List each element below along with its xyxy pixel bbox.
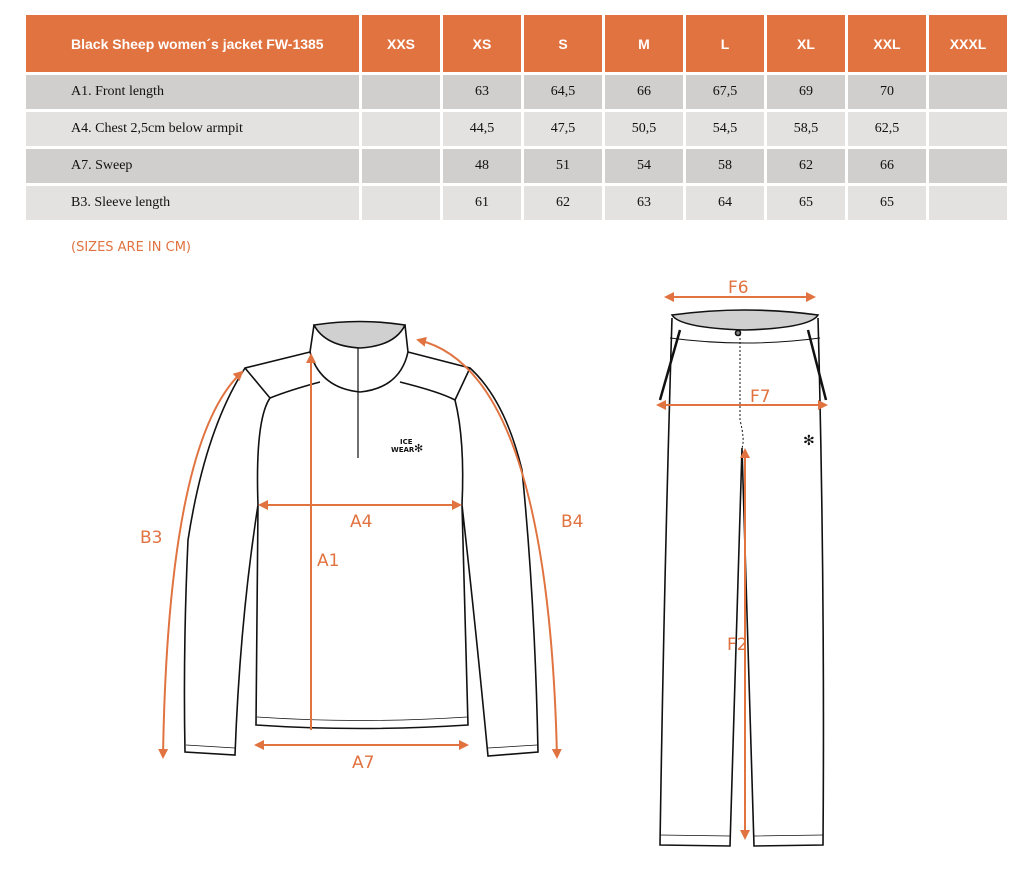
size-value [362,112,440,146]
size-header: M [605,15,683,72]
measurement-labels: A4 A1 A7 B3 B4 F6 F7 F2 [140,278,771,773]
size-value: 62,5 [848,112,926,146]
size-header: XS [443,15,521,72]
size-header: L [686,15,764,72]
measurement-label: A7. Sweep [26,149,359,183]
size-value: 62 [524,186,602,220]
size-chart-table: Black Sheep women´s jacket FW-1385 XXS X… [23,12,1010,223]
size-value [929,186,1007,220]
size-value: 54,5 [686,112,764,146]
table-row: A4. Chest 2,5cm below armpit 44,5 47,5 50,5… [26,112,1007,146]
size-value: 54 [605,149,683,183]
pants-drawing [658,309,828,847]
size-value: 69 [767,75,845,109]
svg-text:ICE: ICE [400,438,413,446]
size-value [929,112,1007,146]
label-a1: A1 [317,551,339,571]
size-value [362,75,440,109]
size-value: 47,5 [524,112,602,146]
label-a4: A4 [350,512,372,532]
table-row: A7. Sweep 48 51 54 58 62 66 [26,149,1007,183]
size-value: 58,5 [767,112,845,146]
header-row: Black Sheep women´s jacket FW-1385 XXS X… [26,15,1007,72]
size-value: 63 [605,186,683,220]
size-value: 61 [443,186,521,220]
size-value: 64 [686,186,764,220]
snowflake-icon: ✻ [803,434,815,449]
size-value: 70 [848,75,926,109]
size-value: 64,5 [524,75,602,109]
label-b4: B4 [561,512,583,532]
size-header: XXS [362,15,440,72]
table-row: B3. Sleeve length 61 62 63 64 65 65 [26,186,1007,220]
arrow-b4 [416,336,562,759]
measurement-arrows [158,292,828,840]
label-a7: A7 [352,753,374,773]
size-header: S [524,15,602,72]
size-value [362,186,440,220]
size-value: 65 [848,186,926,220]
label-f2: F2 [727,635,748,655]
size-value: 58 [686,149,764,183]
size-value: 66 [605,75,683,109]
size-value: 62 [767,149,845,183]
table-title: Black Sheep women´s jacket FW-1385 [26,15,359,72]
size-header: XL [767,15,845,72]
size-value: 63 [443,75,521,109]
size-value: 66 [848,149,926,183]
size-value: 65 [767,186,845,220]
size-value [929,149,1007,183]
jacket-drawing [183,320,539,757]
size-value: 44,5 [443,112,521,146]
label-f7: F7 [750,387,771,407]
size-value: 48 [443,149,521,183]
arrow-b3 [158,370,244,759]
measurement-label: A1. Front length [26,75,359,109]
table-row: A1. Front length 63 64,5 66 67,5 69 70 [26,75,1007,109]
size-value: 67,5 [686,75,764,109]
size-header: XXL [848,15,926,72]
label-f6: F6 [728,278,749,298]
size-value [362,149,440,183]
size-header: XXXL [929,15,1007,72]
snowflake-icon: ✻ [414,442,423,455]
measurement-label: B3. Sleeve length [26,186,359,220]
units-note: (SIZES ARE IN CM) [71,240,191,255]
size-value [929,75,1007,109]
size-value: 51 [524,149,602,183]
label-b3: B3 [140,528,162,548]
svg-text:WEAR: WEAR [391,446,415,454]
measurement-label: A4. Chest 2,5cm below armpit [26,112,359,146]
size-value: 50,5 [605,112,683,146]
